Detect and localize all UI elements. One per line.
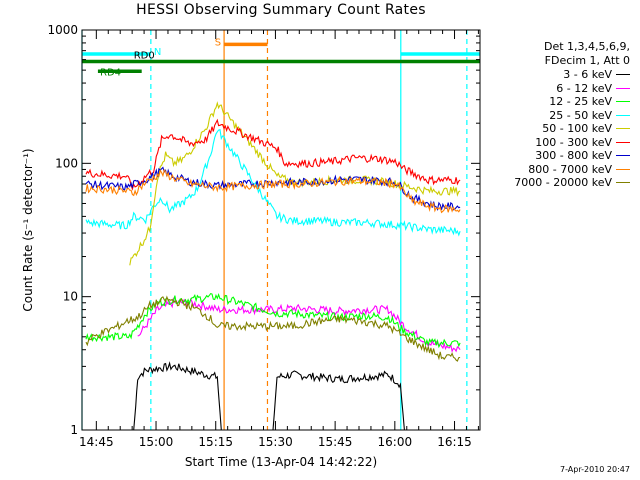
legend-label: 12 - 25 keV [549,95,612,109]
legend-swatch [616,168,630,170]
y-tick-label: 10 [63,290,78,304]
series-line [85,128,461,237]
series-line [137,297,461,353]
legend-item: 12 - 25 keV [484,95,634,109]
legend-item: 100 - 300 keV [484,136,634,150]
legend-swatch [616,128,630,130]
legend-swatch [616,87,630,89]
chart-title: HESSI Observing Summary Count Rates [136,2,426,18]
legend-label: 100 - 300 keV [535,135,612,149]
x-tick-label: 14:45 [79,435,114,449]
timestamp: 7-Apr-2010 20:47 [560,465,630,474]
x-axis-label: Start Time (13-Apr-04 14:42:22) [184,455,378,469]
x-tick-label: 16:15 [437,435,472,449]
legend-item: 6 - 12 keV [484,82,634,96]
flag-label: RD4 [100,67,121,78]
legend-swatch [616,182,630,184]
legend: Det 1,3,4,5,6,9, FDecim 1, Att 0 3 - 6 k… [484,40,634,190]
legend-swatch [616,141,630,143]
legend-label: 7000 - 20000 keV [514,176,612,190]
y-tick-label: 1000 [47,23,78,37]
legend-item: 300 - 800 keV [484,149,634,163]
legend-label: 25 - 50 keV [549,108,612,122]
y-tick-label: 100 [55,156,78,170]
series-line [85,295,461,362]
legend-header-detectors: Det 1,3,4,5,6,9, [543,40,630,53]
legend-swatch [616,101,630,103]
legend-header-decim: FDecim 1, Att 0 [544,54,630,67]
series-line [85,292,461,349]
flag-label: N [154,47,161,58]
legend-label: 3 - 6 keV [563,68,612,82]
x-tick-label: 16:00 [378,435,413,449]
flag-label: RD0 [134,51,155,62]
legend-item: 3 - 6 keV [484,68,634,82]
legend-swatch [616,114,630,116]
y-tick-label: 1 [70,423,78,437]
legend-item: 50 - 100 keV [484,122,634,136]
legend-label: 6 - 12 keV [556,81,612,95]
flag-label: S [215,37,221,48]
series-line [85,168,461,214]
x-tick-label: 15:45 [318,435,353,449]
legend-label: 300 - 800 keV [535,149,612,163]
series-line [85,118,461,191]
y-axis-label: Count Rate (s⁻¹ detector⁻¹) [21,148,35,311]
x-tick-label: 15:15 [198,435,233,449]
legend-label: 800 - 7000 keV [528,162,612,176]
legend-item: 800 - 7000 keV [484,163,634,177]
x-tick-label: 15:30 [258,435,293,449]
legend-swatch [616,155,630,157]
legend-swatch [616,74,630,76]
legend-label: 50 - 100 keV [542,122,612,136]
x-tick-label: 15:00 [139,435,174,449]
legend-item: 25 - 50 keV [484,109,634,123]
legend-item: 7000 - 20000 keV [484,176,634,190]
plot-frame [81,29,481,431]
series-line [125,361,461,431]
